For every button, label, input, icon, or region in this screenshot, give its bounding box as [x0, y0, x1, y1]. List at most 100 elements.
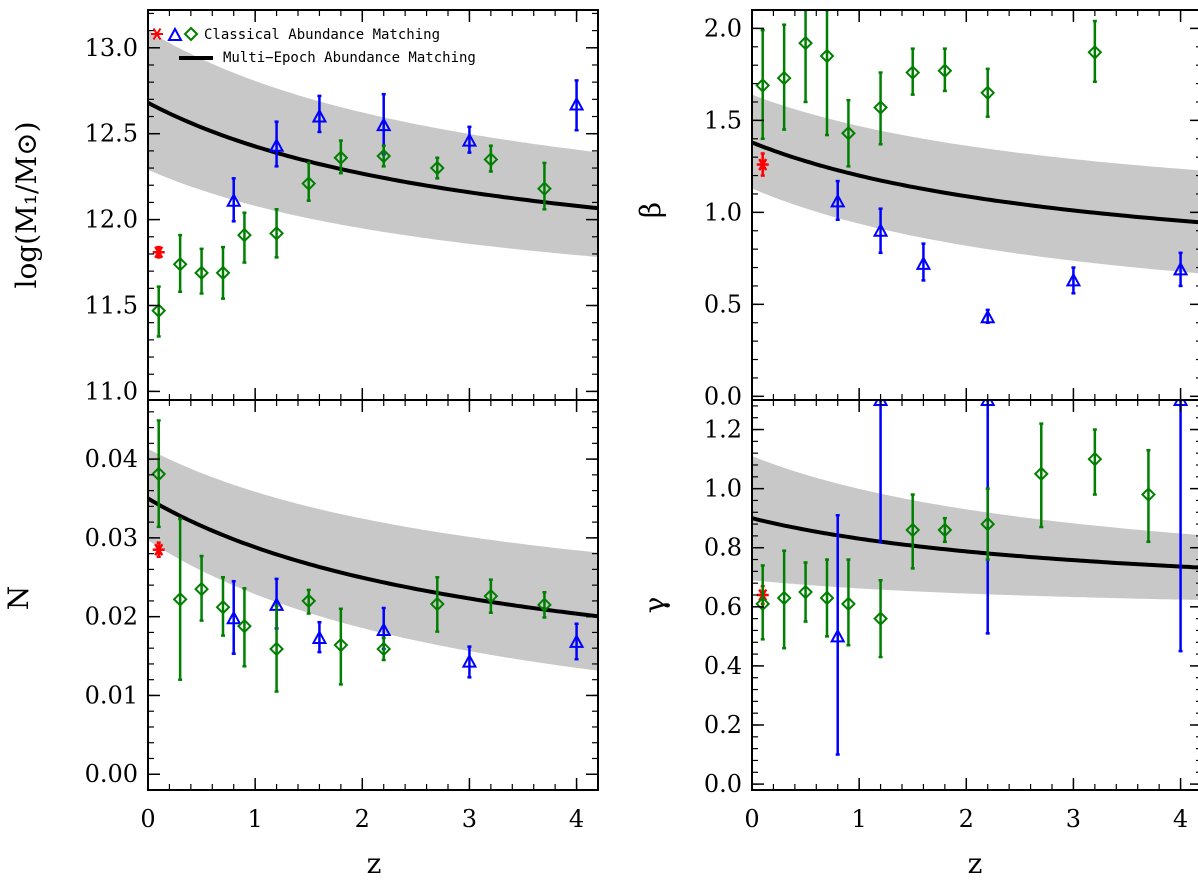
panel-n: 0.00 0.01 0.02 0.03 0.04 0 1 2 3 4 N z	[2, 399, 599, 880]
ticks-gamma	[751, 400, 1198, 790]
diamond-marker	[376, 641, 392, 657]
triangle-marker	[376, 117, 392, 132]
y-tick-label: 1.0	[704, 475, 742, 503]
diamond-marker	[537, 181, 552, 197]
y-tick-label: 1.2	[704, 416, 742, 444]
x-tick-label: 4	[1173, 805, 1188, 833]
diamond-data-point	[937, 516, 953, 544]
y-tick-label: 12.0	[85, 206, 138, 234]
diamond-data-point	[841, 98, 856, 168]
ylabel-beta: β	[634, 202, 667, 218]
triangle-data-point	[568, 622, 585, 661]
diamond-data-point	[194, 554, 209, 622]
diamond-data-point	[269, 604, 284, 693]
xlabel-n: z	[367, 847, 382, 880]
diamond-data-point	[841, 558, 856, 647]
triangle-marker	[830, 193, 846, 208]
triangle-marker	[311, 629, 328, 644]
diamond-marker	[905, 65, 921, 80]
diamond-data-point	[537, 161, 552, 211]
ytick-labels-beta: 0.0 0.5 1.0 1.5 2.0	[704, 14, 742, 410]
diamond-data-point	[755, 564, 771, 641]
x-tick-label: 1	[852, 805, 867, 833]
diamond-marker	[215, 599, 231, 615]
diamond-marker	[1087, 44, 1103, 60]
diamond-data-point	[798, 10, 813, 104]
triangle-marker	[568, 633, 585, 648]
triangle-marker	[1172, 261, 1189, 276]
diamond-marker	[215, 265, 231, 281]
legend-star-icon	[151, 27, 163, 41]
diamond-marker	[483, 152, 499, 167]
diamond-data-point	[483, 578, 499, 614]
triangle-data-point	[226, 177, 242, 223]
plot-area-m1	[148, 30, 598, 338]
triangle-data-point	[311, 94, 328, 134]
diamond-marker	[172, 256, 188, 272]
diamond-marker	[1087, 451, 1103, 467]
diamond-marker	[841, 596, 856, 612]
y-tick-label: 0.8	[704, 534, 742, 562]
y-tick-label: 11.0	[85, 377, 138, 405]
triangle-data-point	[830, 513, 846, 756]
diamond-data-point	[1141, 448, 1156, 544]
triangle-marker	[915, 255, 932, 270]
x-tick-label: 0	[744, 805, 759, 833]
diamond-data-point	[172, 517, 188, 681]
axes-frame-n	[147, 399, 599, 791]
diamond-data-point	[194, 247, 209, 295]
diamond-marker	[269, 641, 284, 657]
xlabel-gamma: z	[968, 847, 983, 880]
diamond-data-point	[873, 71, 888, 146]
diamond-data-point	[301, 588, 317, 615]
diamond-marker	[905, 522, 921, 538]
xtick-labels-n: 0 1 2 3 4	[140, 805, 584, 833]
legend: Classical Abundance Matching Multi−Epoch…	[151, 26, 476, 66]
diamond-data-point	[776, 549, 792, 650]
diamond-marker	[1141, 487, 1156, 502]
star-data-point	[152, 541, 165, 559]
y-tick-label: 11.5	[85, 292, 138, 320]
x-tick-label: 0	[140, 805, 155, 833]
triangle-marker	[226, 610, 242, 625]
star-marker	[154, 543, 164, 556]
y-tick-label: 0.03	[85, 524, 138, 552]
diamond-marker	[819, 590, 835, 606]
y-tick-label: 0.6	[704, 593, 742, 621]
diamond-marker	[333, 637, 349, 653]
diamond-marker	[980, 516, 996, 532]
triangle-data-point	[980, 308, 996, 324]
diamond-data-point	[937, 47, 953, 93]
diamond-marker	[333, 150, 349, 166]
ticks-n	[147, 400, 599, 791]
triangle-data-point	[1065, 266, 1082, 295]
triangle-marker	[568, 96, 585, 111]
y-tick-label: 0.00	[85, 760, 138, 788]
y-tick-label: 0.2	[704, 711, 742, 739]
triangle-data-point	[461, 645, 478, 679]
diamond-marker	[429, 596, 445, 612]
diamond-data-point	[301, 161, 317, 202]
triangle-data-point	[1172, 251, 1189, 288]
diamond-data-point	[151, 419, 167, 529]
ylabel-n: N	[2, 586, 35, 611]
triangle-marker	[830, 628, 846, 643]
diamond-data-point	[980, 67, 996, 118]
diamond-data-point	[980, 487, 996, 561]
triangle-marker	[461, 653, 478, 668]
diamond-marker	[937, 522, 953, 538]
star-data-point	[756, 152, 769, 177]
x-tick-label: 2	[355, 805, 370, 833]
diamond-marker	[301, 593, 317, 609]
legend-multi-epoch-label: Multi−Epoch Abundance Matching	[223, 50, 476, 66]
triangle-marker	[311, 108, 328, 123]
fit-curve	[148, 496, 598, 619]
fit-curve	[148, 101, 598, 211]
diamond-marker	[172, 591, 188, 607]
triangle-marker	[268, 137, 285, 152]
triangle-marker	[872, 222, 889, 237]
ytick-labels-gamma: 0.0 0.2 0.4 0.6 0.8 1.0 1.2	[704, 416, 742, 799]
diamond-marker	[776, 590, 792, 606]
ylabel-gamma: γ	[638, 597, 671, 614]
